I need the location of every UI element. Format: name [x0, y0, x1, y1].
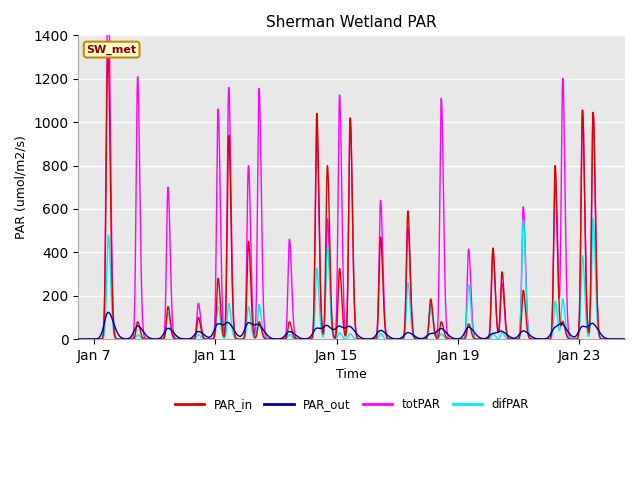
X-axis label: Time: Time: [337, 368, 367, 382]
Title: Sherman Wetland PAR: Sherman Wetland PAR: [266, 15, 437, 30]
Y-axis label: PAR (umol/m2/s): PAR (umol/m2/s): [15, 135, 28, 239]
Text: SW_met: SW_met: [86, 45, 137, 55]
Legend: PAR_in, PAR_out, totPAR, difPAR: PAR_in, PAR_out, totPAR, difPAR: [170, 394, 534, 416]
